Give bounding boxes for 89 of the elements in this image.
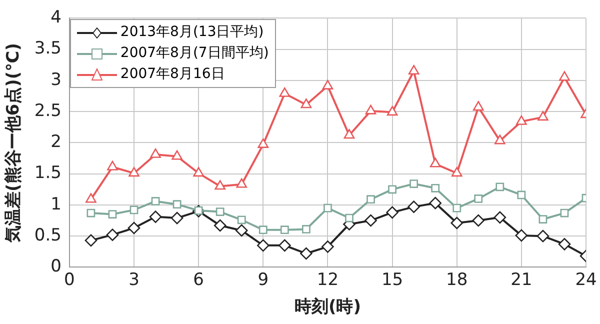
x-tick-label: 18 — [446, 270, 468, 290]
point — [344, 129, 355, 139]
y-tick-label: 1.5 — [34, 163, 62, 184]
point — [300, 247, 312, 260]
point — [322, 80, 334, 90]
point — [430, 158, 441, 168]
x-tick-label: 3 — [128, 270, 140, 290]
point — [431, 184, 440, 192]
y-tick-label: 3.5 — [34, 38, 62, 59]
y-tick-label: 4 — [50, 8, 62, 28]
point — [256, 239, 270, 252]
x-tick-label: 0 — [64, 270, 75, 290]
point — [237, 216, 246, 224]
point — [236, 178, 248, 188]
point — [516, 115, 527, 125]
point — [150, 148, 161, 158]
point — [494, 211, 506, 224]
point — [538, 215, 548, 224]
legend-label: 2007年8月16日 — [120, 65, 225, 84]
point — [278, 239, 291, 252]
point — [172, 200, 182, 209]
point — [365, 104, 376, 114]
x-tick-label: 21 — [510, 270, 532, 290]
y-tick-label: 2 — [50, 132, 62, 152]
point — [538, 111, 548, 121]
point — [496, 182, 504, 192]
point — [107, 160, 118, 170]
point — [149, 210, 162, 223]
point — [193, 167, 204, 177]
point — [86, 208, 96, 218]
y-tick-label: 2.5 — [34, 100, 62, 121]
y-tick-label: 0 — [50, 256, 62, 277]
point — [258, 226, 268, 234]
point — [214, 219, 226, 232]
x-tick-label: 12 — [316, 270, 339, 290]
point — [108, 210, 117, 218]
point — [322, 240, 334, 253]
point — [130, 206, 138, 214]
point — [151, 197, 160, 206]
point — [106, 228, 119, 241]
point — [472, 101, 484, 111]
point — [560, 208, 569, 218]
point — [494, 134, 506, 144]
point — [280, 226, 289, 234]
point — [172, 150, 182, 160]
point — [86, 193, 96, 203]
point — [517, 190, 526, 200]
x-tick-label: 9 — [258, 270, 269, 290]
point — [474, 194, 483, 203]
point — [450, 216, 464, 230]
point — [235, 224, 248, 237]
point — [128, 222, 140, 234]
point — [386, 206, 398, 219]
point — [214, 180, 226, 190]
y-tick-label: 1 — [50, 194, 62, 214]
point — [559, 71, 570, 81]
y-tick-label: 0.5 — [34, 225, 62, 246]
point — [364, 214, 377, 227]
point — [452, 204, 462, 212]
point — [84, 234, 98, 247]
point — [216, 208, 224, 216]
x-tick-label: 24 — [575, 270, 597, 290]
x-axis-title: 時刻(時) — [294, 297, 361, 318]
point — [515, 229, 528, 242]
x-tick-label: 15 — [381, 270, 404, 290]
point — [410, 180, 418, 188]
point — [388, 185, 396, 194]
point — [324, 204, 332, 212]
point — [451, 167, 462, 177]
point — [408, 64, 420, 75]
point — [258, 138, 269, 148]
y-tick-label: 3 — [50, 70, 62, 90]
point — [345, 214, 354, 222]
point — [408, 200, 420, 213]
point — [429, 196, 442, 210]
point — [558, 238, 571, 250]
point — [128, 167, 140, 177]
legend-label: 2007年8月(7日間平均) — [120, 44, 269, 64]
x-tick-label: 6 — [193, 270, 204, 290]
point — [170, 212, 184, 224]
y-axis-title: 気温差(熊谷ー他6点)(℃) — [4, 42, 24, 244]
point — [300, 98, 312, 108]
point — [302, 225, 310, 234]
legend-label: 2013年8月(13日平均) — [120, 23, 264, 42]
point — [366, 195, 375, 204]
point — [279, 87, 290, 97]
point — [472, 214, 485, 227]
point — [536, 230, 550, 242]
point — [386, 106, 398, 116]
